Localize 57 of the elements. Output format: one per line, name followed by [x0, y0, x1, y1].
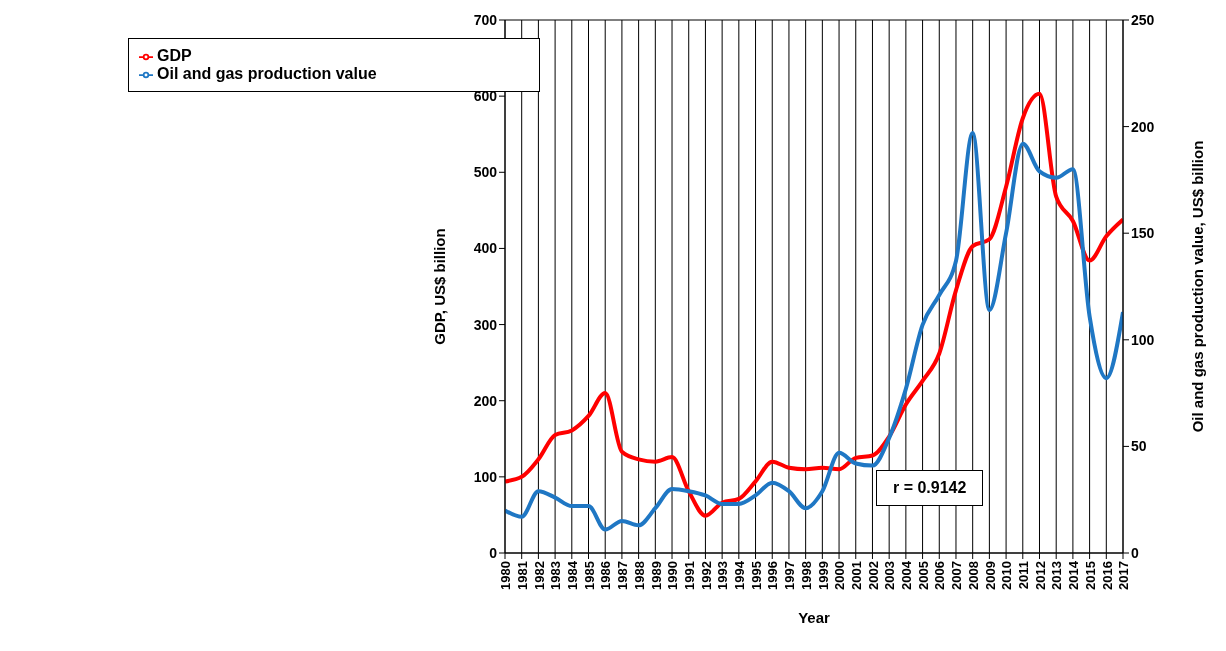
x-tick-label: 1989	[648, 561, 664, 590]
x-tick-label: 2003	[882, 561, 898, 590]
y-tick-label: 300	[473, 316, 498, 333]
x-tick-label: 1992	[698, 561, 714, 590]
annotation: r = 0.9142	[876, 470, 984, 506]
y-tick-label: 700	[473, 11, 498, 28]
x-tick-label: 1995	[748, 561, 764, 590]
x-tick-label: 2017	[1116, 561, 1132, 590]
x-axis-title: Year	[798, 609, 831, 626]
x-tick-label: 2005	[915, 561, 931, 590]
x-tick-label: 2014	[1066, 560, 1082, 590]
y-tick-label: 400	[473, 240, 498, 257]
x-tick-label: 2016	[1099, 561, 1115, 590]
x-tick-label: 1999	[815, 561, 831, 590]
x-tick-label: 2015	[1082, 561, 1098, 590]
y2-tick-label: 50	[1131, 438, 1147, 455]
x-tick-label: 1988	[631, 561, 647, 590]
x-tick-label: 1990	[665, 561, 681, 590]
x-tick-label: 2000	[832, 561, 848, 590]
x-tick-label: 2010	[999, 561, 1015, 590]
y2-tick-label: 0	[1131, 544, 1139, 561]
y-tick-label: 0	[489, 544, 498, 561]
y-tick-label: 200	[473, 392, 498, 409]
x-tick-label: 1987	[615, 561, 631, 590]
y-tick-label: 500	[473, 164, 498, 181]
x-tick-label: 2004	[899, 560, 915, 590]
x-tick-label: 2006	[932, 561, 948, 590]
x-tick-label: 1997	[782, 561, 798, 590]
y2-tick-label: 200	[1131, 118, 1155, 135]
x-tick-label: 1998	[798, 561, 814, 590]
x-tick-label: 2001	[848, 561, 864, 590]
x-tick-label: 2007	[949, 561, 965, 590]
x-tick-label: 1991	[681, 561, 697, 590]
x-tick-label: 1980	[498, 561, 514, 590]
x-tick-label: 2012	[1032, 561, 1048, 590]
x-tick-label: 1985	[581, 561, 597, 590]
y2-axis-title: Oil and gas production value, US$ billion	[1189, 140, 1207, 433]
y2-tick-label: 100	[1131, 331, 1155, 348]
x-tick-label: 1993	[715, 561, 731, 590]
y2-tick-label: 150	[1131, 225, 1155, 242]
x-tick-label: 2011	[1016, 561, 1032, 590]
x-tick-label: 1996	[765, 561, 781, 590]
y-tick-label: 100	[473, 468, 498, 485]
x-tick-label: 2009	[982, 561, 998, 590]
x-tick-label: 1994	[732, 560, 748, 590]
x-tick-label: 1983	[548, 561, 564, 590]
legend-label: GDP	[157, 47, 192, 64]
x-tick-label: 1982	[531, 561, 547, 590]
x-tick-label: 2008	[965, 561, 981, 590]
y2-tick-label: 250	[1131, 11, 1155, 28]
x-tick-label: 1986	[598, 561, 614, 590]
x-tick-label: 2002	[865, 561, 881, 590]
x-tick-label: 2013	[1049, 561, 1065, 590]
x-tick-label: 1984	[565, 560, 581, 590]
x-tick-label: 1981	[514, 561, 530, 590]
y-axis-title: GDP, US$ billion	[431, 228, 449, 345]
legend-label: Oil and gas production value	[157, 65, 377, 82]
